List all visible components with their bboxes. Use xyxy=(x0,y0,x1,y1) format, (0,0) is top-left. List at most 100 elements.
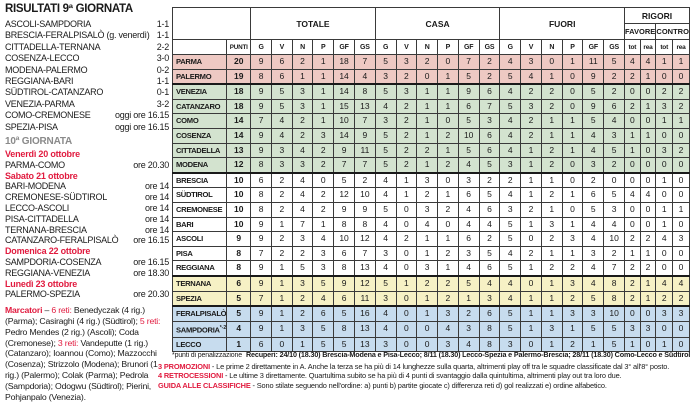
stat-cell-casa-p: 1 xyxy=(437,260,459,277)
stat-cell-casa-n: 0 xyxy=(416,68,439,85)
stat-cell-totale-gf: 9 xyxy=(333,142,355,159)
stat-cell-rigori-favore-tot: 2 xyxy=(624,260,641,277)
stat-cell-rigori-contro-rea: 0 xyxy=(672,216,690,233)
stat-cell-fuori-p: 0 xyxy=(561,171,584,189)
stat-cell-totale-gf: 8 xyxy=(333,260,355,277)
team-name-cell: COSENZA xyxy=(171,127,228,144)
stat-cell-fuori-gf: 9 xyxy=(582,98,605,115)
fixture-match: PALERMO-SPEZIA xyxy=(5,289,80,300)
stat-cell-totale-n: 2 xyxy=(291,113,314,129)
team-name-cell: SPEZIA xyxy=(171,290,228,307)
stat-cell-totale-n: 2 xyxy=(291,305,314,322)
stat-cell-fuori-n: 1 xyxy=(540,127,563,144)
team-name: LECCO xyxy=(176,339,202,349)
stat-cell-casa-gs: 4 xyxy=(478,216,501,233)
table-row: PALERMO 19 8 6 1 1 14 4 3 2 0 1 5 2 5 4 1 0 9 2 2 1 0 0 xyxy=(171,68,690,85)
stat-cell-fuori-v: 3 xyxy=(520,54,542,70)
team-name: COSENZA xyxy=(176,130,212,140)
stat-cell-fuori-g: 4 xyxy=(499,142,522,159)
fixture-row: PARMA-COMO ore 20.30 xyxy=(5,160,169,171)
col-header-casa-v: V xyxy=(395,39,418,55)
stat-cell-fuori-v: 0 xyxy=(520,274,542,292)
fixture-row: LECCO-ASCOLI ore 14 xyxy=(5,203,169,214)
stat-cell-totale-p: 1 xyxy=(312,68,335,85)
stat-cell-fuori-gs: 2 xyxy=(603,68,626,85)
group-header-totale: TOTALE xyxy=(250,7,376,40)
stat-cell-fuori-p: 0 xyxy=(561,83,584,100)
stat-cell-casa-v: 2 xyxy=(395,113,418,129)
stat-cell-totale-gs: 7 xyxy=(353,245,376,262)
stat-cell-fuori-gs: 2 xyxy=(603,83,626,100)
stat-cell-casa-v: 1 xyxy=(395,187,418,203)
stat-cell-fuori-v: 1 xyxy=(520,305,542,322)
team-name: SPEZIA xyxy=(176,293,202,303)
stat-cell-fuori-g: 5 xyxy=(499,68,522,85)
team-name-cell: LECCO xyxy=(171,336,228,353)
stat-cell-casa-p: 0 xyxy=(437,54,459,70)
stat-cell-totale-n: 2 xyxy=(291,245,314,262)
stat-cell-totale-n: 7 xyxy=(291,216,314,233)
result-score: oggi ore 16.15 xyxy=(114,110,169,121)
fixture-row: TERNANA-BRESCIA ore 14 xyxy=(5,225,169,236)
stat-cell-casa-gf: 6 xyxy=(457,98,480,115)
stat-cell-totale-p: 3 xyxy=(312,245,335,262)
stat-cell-rigori-contro-tot: 0 xyxy=(655,245,674,262)
stat-cell-fuori-gs: 8 xyxy=(603,274,626,292)
standings-table-container: TOTALE CASA FUORI RIGORI FAVORE CONTRO P… xyxy=(171,7,690,353)
stat-cell-casa-v: 0 xyxy=(395,216,418,233)
stat-cell-totale-g: 9 xyxy=(250,98,272,115)
results-list: ASCOLI-SAMPDORIA 1-1 BRESCIA-FERALPISALÒ (… xyxy=(5,19,169,133)
fixture-row: PISA-CITTADELLA ore 14 xyxy=(5,214,169,225)
stat-cell-fuori-p: 1 xyxy=(561,113,584,129)
stat-cell-totale-n: 4 xyxy=(291,171,314,189)
stat-cell-totale-p: 0 xyxy=(312,171,335,189)
result-score: 0-1 xyxy=(156,87,170,98)
col-header-casa-n: N xyxy=(416,39,439,55)
table-row: SPEZIA 5 7 1 2 4 6 11 3 0 1 2 1 3 4 1 1 2 5 8 2 1 2 2 xyxy=(171,290,690,307)
team-name-cell: PALERMO xyxy=(171,68,228,85)
points-cell: 1 xyxy=(226,336,252,353)
stat-cell-casa-g: 5 xyxy=(374,157,397,174)
fixture-row: PALERMO-SPEZIA ore 20.30 xyxy=(5,289,169,300)
points-cell: 8 xyxy=(226,245,252,262)
stat-cell-casa-gf: 3 xyxy=(457,245,480,262)
stat-cell-fuori-n: 2 xyxy=(540,187,563,203)
stat-cell-totale-gf: 9 xyxy=(333,201,355,218)
stat-cell-fuori-gf: 5 xyxy=(582,320,605,338)
stat-cell-rigori-favore-rea: 0 xyxy=(639,83,657,100)
stat-cell-rigori-favore-rea: 1 xyxy=(639,274,657,292)
stat-cell-fuori-v: 1 xyxy=(520,320,542,338)
team-name-cell: FERALPISALÒ xyxy=(171,305,228,322)
stat-cell-rigori-contro-rea: 0 xyxy=(672,127,690,144)
team-name-cell: TERNANA xyxy=(171,274,228,292)
stat-cell-rigori-favore-rea: 1 xyxy=(639,127,657,144)
stat-cell-casa-g: 4 xyxy=(374,305,397,322)
fixture-time: ore 20.30 xyxy=(133,289,169,300)
stat-cell-casa-g: 4 xyxy=(374,171,397,189)
stat-cell-rigori-favore-tot: 0 xyxy=(624,157,641,174)
col-header-rigori-rea-contro: rea xyxy=(672,39,690,55)
stat-cell-casa-g: 3 xyxy=(374,113,397,129)
stat-cell-casa-n: 2 xyxy=(416,274,439,292)
stat-cell-totale-gf: 7 xyxy=(333,157,355,174)
stat-cell-totale-n: 4 xyxy=(291,201,314,218)
fixture-time: ore 16.15 xyxy=(133,257,169,268)
stat-cell-casa-v: 2 xyxy=(395,231,418,247)
stat-cell-totale-g: 9 xyxy=(250,142,272,159)
stat-cell-casa-n: 2 xyxy=(416,187,439,203)
fixture-match: CREMONESE-SÜDTIROL xyxy=(5,192,108,203)
stat-cell-totale-n: 3 xyxy=(291,320,314,338)
stat-cell-rigori-contro-tot: 1 xyxy=(655,113,674,129)
penalty-note-text: *punti di penalizzazione xyxy=(172,352,242,359)
result-score: 3-0 xyxy=(156,53,170,64)
stat-cell-fuori-n: 1 xyxy=(540,305,563,322)
col-header-fuori-gf: GF xyxy=(582,39,605,55)
stat-cell-fuori-p: 0 xyxy=(561,68,584,85)
col-header-fuori-n: N xyxy=(540,39,563,55)
stat-cell-casa-g: 4 xyxy=(374,216,397,233)
stat-cell-casa-v: 2 xyxy=(395,98,418,115)
stat-cell-fuori-p: 0 xyxy=(561,98,584,115)
stat-cell-fuori-gf: 5 xyxy=(582,113,605,129)
fixture-match: CATANZARO-FERALPISALÒ xyxy=(5,235,119,246)
table-row: FERALPISALÒ 5 9 1 2 6 5 16 4 0 1 3 2 6 5 1 1 3 3 10 0 0 3 3 xyxy=(171,305,690,322)
